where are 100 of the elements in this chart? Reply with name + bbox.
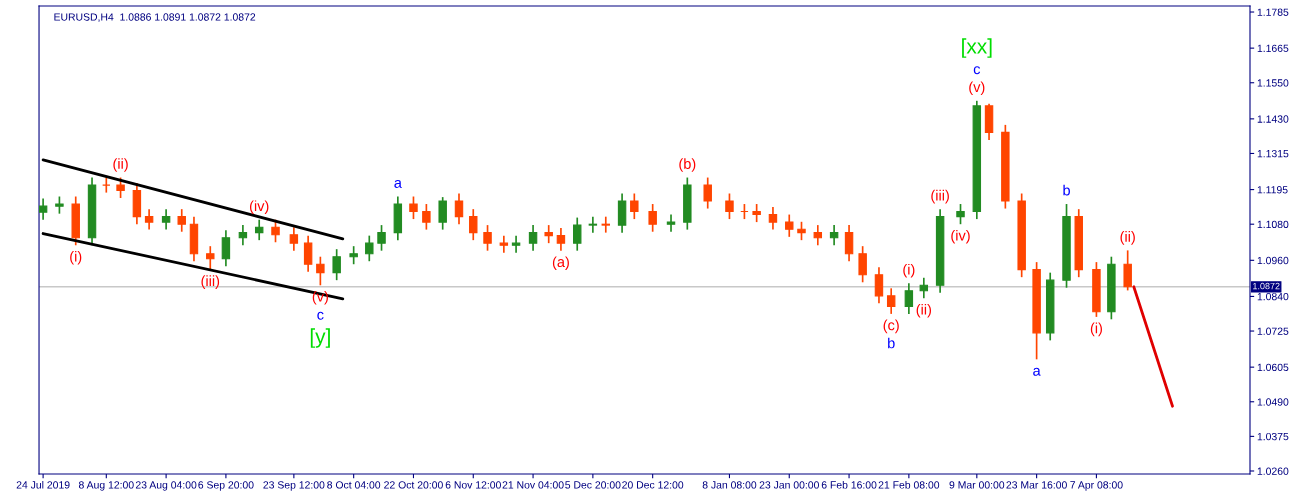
annotation: (iii) bbox=[201, 275, 220, 289]
annotation: b bbox=[1063, 184, 1070, 196]
y-tick-label: 1.1430 bbox=[1257, 115, 1289, 123]
x-tick-label: 8 Jan 08:00 bbox=[702, 481, 757, 489]
candlestick bbox=[332, 248, 341, 282]
candlestick bbox=[874, 266, 884, 305]
candlestick bbox=[844, 224, 854, 263]
x-tick-label: 6 Nov 12:00 bbox=[445, 481, 501, 489]
annotation: (ii) bbox=[113, 158, 128, 172]
candlestick bbox=[422, 203, 431, 231]
y-tick-label: 1.0960 bbox=[1257, 256, 1289, 265]
y-tick-label: 1.0375 bbox=[1257, 432, 1289, 441]
candlestick bbox=[438, 196, 447, 231]
candlestick bbox=[785, 213, 794, 238]
annotation: (iii) bbox=[931, 189, 949, 204]
annotation: a bbox=[1033, 367, 1041, 376]
y-tick-label: 1.1550 bbox=[1257, 79, 1289, 87]
y-tick-label: 1.1080 bbox=[1257, 220, 1289, 229]
x-tick-label: 23 Aug 04:00 bbox=[135, 481, 197, 491]
candlestick bbox=[573, 216, 582, 252]
candlestick bbox=[904, 282, 914, 315]
y-tick-label: 1.1785 bbox=[1257, 8, 1289, 16]
candlestick bbox=[161, 208, 171, 231]
x-tick-label: 20 Dec 12:00 bbox=[622, 481, 684, 489]
x-tick-label: 6 Feb 16:00 bbox=[821, 480, 877, 489]
candlestick bbox=[409, 195, 418, 220]
annotation: c bbox=[973, 66, 981, 75]
candlestick bbox=[601, 215, 611, 234]
x-tick-label: 8 Aug 12:00 bbox=[78, 481, 134, 491]
annotation: (a) bbox=[552, 256, 569, 270]
candlestick bbox=[177, 208, 186, 233]
candlestick bbox=[316, 255, 325, 287]
candlestick bbox=[349, 245, 358, 266]
candlestick bbox=[919, 276, 929, 300]
annotation: b bbox=[888, 337, 895, 349]
candlestick bbox=[454, 192, 464, 226]
candlestick bbox=[221, 229, 231, 268]
annotation: [y] bbox=[310, 328, 330, 348]
ref-line-label: 1.0872 bbox=[1253, 282, 1280, 290]
annotation: (ii) bbox=[1120, 231, 1135, 245]
y-tick-label: 1.0840 bbox=[1257, 292, 1289, 301]
candlestick bbox=[666, 213, 676, 233]
x-tick-label: 9 Mar 00:00 bbox=[949, 481, 1005, 489]
annotation: (i) bbox=[903, 263, 915, 278]
candlestick bbox=[768, 206, 778, 231]
candlestick bbox=[829, 224, 839, 247]
candlestick bbox=[858, 245, 867, 284]
candlestick bbox=[483, 224, 492, 252]
annotation: (v) bbox=[969, 81, 985, 96]
candlestick bbox=[254, 218, 264, 241]
annotation: c bbox=[317, 311, 324, 320]
annotation: (iv) bbox=[249, 200, 269, 214]
x-tick-label: 8 Oct 04:00 bbox=[327, 481, 381, 489]
text: EURUSD,H4 1.0886 1.0891 1.0872 1.0872 bbox=[54, 13, 256, 22]
y-tick-label: 1.0260 bbox=[1257, 467, 1289, 475]
x-tick-label: 6 Sep 20:00 bbox=[198, 481, 254, 491]
y-tick-label: 1.0605 bbox=[1257, 363, 1289, 372]
candlestick bbox=[365, 234, 374, 263]
annotation: (i) bbox=[70, 250, 82, 265]
annotation: (ii) bbox=[916, 303, 931, 318]
y-tick-label: 1.1665 bbox=[1257, 44, 1289, 53]
candlestick bbox=[469, 208, 478, 241]
annotation: [xx] bbox=[962, 38, 992, 58]
x-tick-label: 23 Mar 16:00 bbox=[1006, 481, 1067, 489]
candlestick bbox=[544, 224, 553, 244]
candlestick bbox=[956, 203, 965, 226]
x-tick-label: 24 Jul 2019 bbox=[16, 480, 70, 489]
candlestick bbox=[752, 203, 761, 223]
candlestick bbox=[630, 192, 639, 220]
candlestick bbox=[886, 287, 896, 315]
candlestick bbox=[144, 208, 154, 231]
y-tick-label: 1.0490 bbox=[1257, 398, 1289, 406]
annotation: (iv) bbox=[951, 229, 970, 244]
y-tick-label: 1.1315 bbox=[1257, 149, 1289, 158]
x-tick-label: 23 Jan 00:00 bbox=[759, 481, 819, 489]
candlestick bbox=[1123, 249, 1132, 292]
candlestick bbox=[588, 215, 598, 234]
x-tick-label: 21 Nov 04:00 bbox=[502, 481, 564, 489]
candlestick bbox=[725, 192, 734, 220]
y-tick-label: 1.1195 bbox=[1257, 186, 1288, 194]
x-tick-label: 5 Dec 20:00 bbox=[565, 481, 621, 489]
candlestick bbox=[499, 234, 509, 254]
x-tick-label: 21 Feb 08:00 bbox=[878, 480, 940, 489]
candlestick bbox=[511, 234, 521, 254]
candlestick bbox=[813, 224, 823, 247]
candlestick bbox=[39, 197, 48, 221]
candlestick bbox=[703, 176, 712, 210]
candlestick bbox=[206, 245, 215, 271]
annotation: (c) bbox=[883, 319, 899, 334]
annotation: (v) bbox=[312, 291, 328, 305]
annotation: (i) bbox=[1090, 322, 1102, 337]
annotation: (b) bbox=[679, 158, 696, 172]
x-tick-label: 7 Apr 08:00 bbox=[1070, 481, 1123, 491]
x-tick-label: 22 Oct 20:00 bbox=[384, 481, 443, 489]
candlestick bbox=[377, 224, 386, 252]
candlestick bbox=[528, 224, 538, 252]
candlestick bbox=[116, 176, 125, 199]
candlestick bbox=[238, 224, 248, 247]
x-tick-label: 23 Sep 12:00 bbox=[263, 481, 325, 491]
candlestick bbox=[289, 226, 299, 252]
